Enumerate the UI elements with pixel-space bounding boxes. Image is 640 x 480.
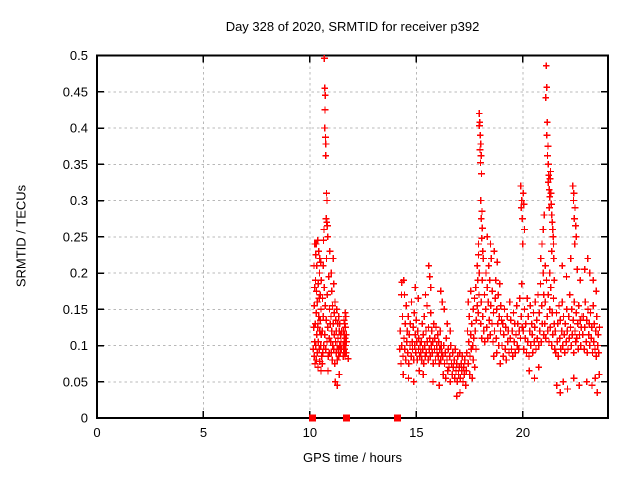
- y-tick-label: 0: [81, 411, 88, 426]
- y-tick-label: 0.2: [70, 266, 88, 281]
- x-tick-label: 0: [93, 425, 100, 440]
- gridlines: [97, 55, 608, 418]
- tick-labels: 0 5 10 15 20 0 0.05 0.1 0.15 0.2 0.25 0.3 0.35 0.4 0.4…: [63, 48, 530, 440]
- scatter-points: [309, 55, 603, 400]
- axis-event-markers: [309, 414, 402, 422]
- x-tick-label: 20: [516, 425, 530, 440]
- y-tick-label: 0.15: [63, 302, 88, 317]
- axis-marker-square: [394, 414, 402, 422]
- tick-marks: [96, 54, 608, 419]
- x-tick-label: 10: [303, 425, 317, 440]
- y-tick-label: 0.25: [63, 229, 88, 244]
- axis-marker-square: [343, 414, 351, 422]
- y-tick-label: 0.1: [70, 338, 88, 353]
- y-tick-label: 0.5: [70, 48, 88, 63]
- x-tick-label: 5: [200, 425, 207, 440]
- scatter-points-path: [309, 55, 603, 400]
- y-tick-label: 0.4: [70, 121, 88, 136]
- x-axis-label: GPS time / hours: [303, 450, 402, 465]
- chart-title: Day 328 of 2020, SRMTID for receiver p39…: [225, 19, 480, 34]
- x-tick-label: 15: [409, 425, 423, 440]
- axis-marker-square: [309, 414, 317, 422]
- y-tick-label: 0.35: [63, 157, 88, 172]
- y-tick-label: 0.45: [63, 84, 88, 99]
- y-tick-label: 0.3: [70, 193, 88, 208]
- y-tick-label: 0.05: [63, 374, 88, 389]
